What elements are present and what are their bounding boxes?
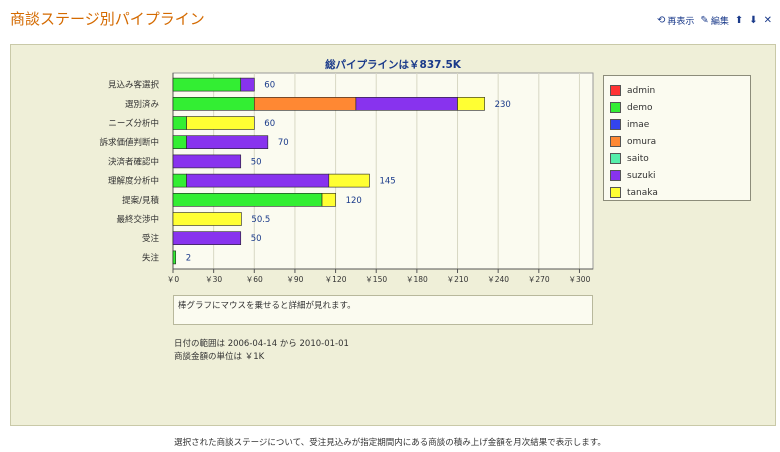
category-label: 受注 [142, 233, 160, 244]
bar-segment-suzuki [172, 154, 242, 169]
bar-segment-suzuki [355, 96, 458, 111]
legend-item-tanaka: tanaka [610, 184, 750, 201]
x-tick-label: ￥150 [365, 275, 387, 284]
bar-segment-demo [172, 193, 323, 207]
total-label: 70 [278, 138, 289, 148]
total-label: 50.5 [251, 215, 270, 225]
legend-item-saito: saito [610, 150, 750, 167]
edit-label: 編集 [710, 17, 729, 27]
hint-box: 棒グラフにマウスを乗せると詳細が見れます。 [173, 295, 593, 325]
bar-segment-demo [172, 77, 242, 92]
stacked-bar-chart: ￥0 ￥30 ￥60 ￥90 ￥120 ￥150 ￥180 ￥210 ￥240 ￥270 ￥300 見… [99, 72, 594, 284]
x-tick-label: ￥90 [286, 275, 303, 284]
move-down-button[interactable]: ⬇ [749, 15, 757, 26]
total-label: 50 [251, 157, 262, 167]
date-range-note: 日付の範囲は 2006-04-14 から 2010-01-01 [174, 339, 349, 349]
x-tick-label: ￥240 [487, 275, 509, 284]
arrow-up-icon: ⬆ [734, 15, 744, 26]
footer-description: 選択された商談ステージについて、受注見込みが指定期間内にある商談の積み上げ金額を… [174, 438, 606, 448]
bar-segment-suzuki [186, 135, 269, 149]
total-label: 120 [346, 196, 362, 206]
total-label: 230 [495, 100, 511, 110]
refresh-icon: ⟲ [657, 15, 666, 26]
bar-segment-demo [172, 250, 177, 265]
legend-swatch [610, 102, 621, 113]
bar-segment-omura [253, 96, 357, 111]
legend-swatch [610, 187, 621, 198]
category-label: 訴求価値判断中 [99, 137, 159, 148]
refresh-label: 再表示 [667, 17, 695, 27]
legend-item-suzuki: suzuki [610, 167, 750, 184]
x-tick-label: ￥300 [569, 275, 591, 284]
pencil-icon: ✎ [700, 15, 709, 26]
chart-title: 総パイプラインは￥837.5K [325, 59, 461, 71]
legend-swatch [610, 136, 621, 147]
category-label: 決済者確認中 [108, 156, 159, 167]
legend-swatch [610, 119, 621, 130]
bar-segment-tanaka [328, 173, 370, 188]
category-label: 選別済み [125, 99, 160, 110]
legend-label: saito [627, 153, 649, 164]
x-tick-label: ￥270 [528, 275, 550, 284]
category-label: ニーズ分析中 [108, 118, 159, 129]
legend-swatch [610, 170, 621, 181]
category-label: 最終交渉中 [116, 214, 159, 225]
x-tick-label: ￥120 [325, 275, 347, 284]
x-tick-label: ￥210 [447, 275, 469, 284]
toolbar: ⟲ 再表示 ✎ 編集 ⬆ ⬇ ✕ [657, 14, 772, 27]
legend-item-demo: demo [610, 99, 750, 116]
refresh-button[interactable]: ⟲ 再表示 [657, 14, 694, 27]
legend-swatch [610, 153, 621, 164]
bar-segment-tanaka [457, 96, 485, 111]
bar-segment-tanaka [321, 193, 336, 207]
legend-label: tanaka [627, 187, 658, 198]
legend-item-omura: omura [610, 133, 750, 150]
page-title: 商談ステージ別パイプライン [10, 10, 205, 28]
legend-label: suzuki [627, 170, 656, 181]
bar-segment-demo [172, 173, 187, 188]
bar-segment-demo [172, 135, 187, 149]
total-label: 60 [264, 81, 275, 91]
close-icon: ✕ [763, 15, 772, 26]
total-label: 60 [264, 119, 275, 129]
total-label: 145 [379, 177, 395, 187]
edit-button[interactable]: ✎ 編集 [700, 14, 728, 27]
bar-segment-tanaka [186, 116, 255, 130]
legend-label: admin [627, 85, 656, 96]
total-label: 2 [186, 253, 191, 263]
legend-label: omura [627, 136, 657, 147]
bar-segment-tanaka [172, 212, 242, 226]
legend-item-imae: imae [610, 116, 750, 133]
category-label: 提案/見積 [122, 195, 159, 206]
chart-panel: 総パイプラインは￥837.5K ￥0 ￥30 ￥60 ￥90 ￥120 ￥150 ￥180 ￥… [10, 44, 776, 426]
unit-note: 商談金額の単位は ￥1K [174, 352, 265, 362]
total-label: 50 [251, 234, 262, 244]
close-button[interactable]: ✕ [764, 15, 772, 26]
arrow-down-icon: ⬇ [749, 15, 758, 26]
legend-label: imae [627, 119, 650, 130]
legend-item-admin: admin [610, 82, 750, 99]
chart-legend: admin demo imae omura saito suzuki tanaka [603, 75, 751, 201]
legend-label: demo [627, 102, 653, 113]
category-label: 見込み客選択 [108, 80, 160, 91]
bar-segment-suzuki [240, 77, 255, 92]
x-tick-label: ￥30 [205, 275, 222, 284]
bar-segment-suzuki [186, 173, 330, 188]
move-up-button[interactable]: ⬆ [735, 15, 743, 26]
bar-segment-suzuki [172, 231, 242, 245]
legend-swatch [610, 85, 621, 96]
category-label: 失注 [142, 252, 160, 263]
x-tick-label: ￥180 [406, 275, 428, 284]
category-label: 理解度分析中 [108, 176, 159, 187]
x-tick-label: ￥0 [167, 275, 179, 284]
x-tick-label: ￥60 [246, 275, 263, 284]
bar-segment-demo [172, 116, 187, 130]
bar-segment-demo [172, 96, 255, 111]
